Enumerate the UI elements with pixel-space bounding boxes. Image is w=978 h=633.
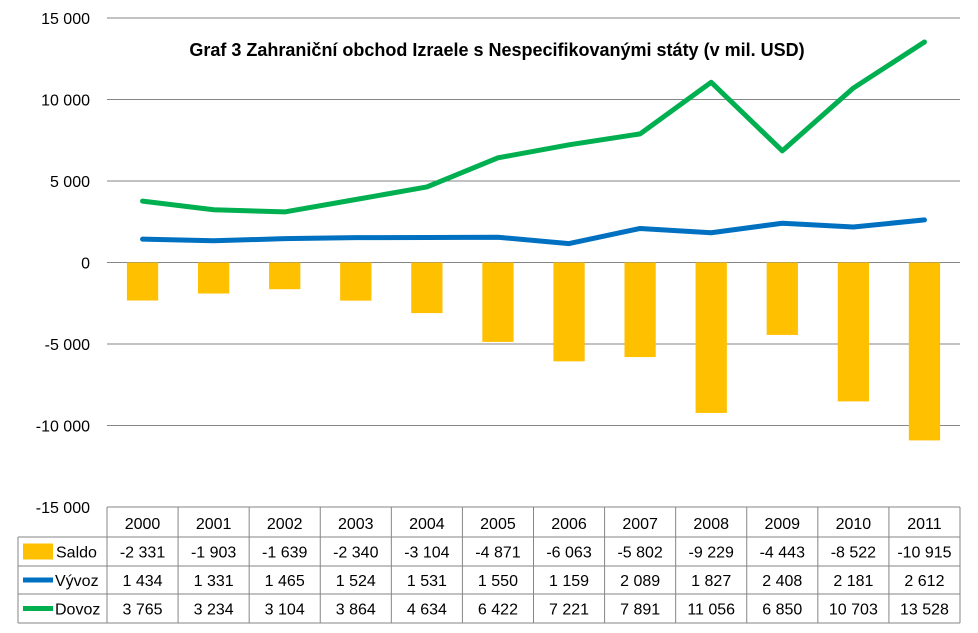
table-cell: 1 465 xyxy=(265,573,305,590)
legend-label: Vývoz xyxy=(55,573,99,590)
table-cell: 7 221 xyxy=(549,602,589,619)
legend-key-saldo xyxy=(23,543,53,560)
category-label: 2005 xyxy=(480,516,516,533)
saldo-bar xyxy=(197,262,230,294)
table-cell: 6 850 xyxy=(762,602,802,619)
table-cell: 6 422 xyxy=(478,602,518,619)
y-tick-label: 15 000 xyxy=(41,11,90,28)
saldo-bar xyxy=(624,262,656,358)
table-cell: 4 634 xyxy=(407,602,447,619)
table-cell: -1 639 xyxy=(262,545,307,562)
category-label: 2002 xyxy=(267,516,303,533)
series-lines xyxy=(140,39,927,247)
chart-title: Graf 3 Zahraniční obchod Izraele s Nespe… xyxy=(189,40,804,60)
saldo-bar xyxy=(126,262,159,301)
table-cell: -8 522 xyxy=(831,545,876,562)
table-cell: -4 871 xyxy=(475,545,520,562)
saldo-bar xyxy=(908,262,941,441)
y-tick-label: -10 000 xyxy=(36,419,90,436)
saldo-bar xyxy=(482,262,514,342)
category-label: 2008 xyxy=(693,516,729,533)
y-tick-label: -15 000 xyxy=(36,500,90,517)
y-tick-label: -5 000 xyxy=(45,337,90,354)
table-cell: 3 234 xyxy=(194,602,234,619)
category-label: 2011 xyxy=(907,516,942,533)
saldo-bar xyxy=(411,262,443,314)
table-cell: 2 181 xyxy=(833,573,873,590)
category-label: 2004 xyxy=(409,516,445,533)
table-cell: 3 864 xyxy=(336,602,376,619)
grid xyxy=(107,17,960,508)
legend-label: Saldo xyxy=(56,545,97,562)
series-line-vyvoz xyxy=(140,217,927,247)
y-tick-label: 10 000 xyxy=(41,93,90,110)
table-cell: 11 056 xyxy=(687,602,735,619)
y-tick-label: 0 xyxy=(81,256,90,273)
saldo-bar xyxy=(766,262,798,335)
category-label: 2006 xyxy=(551,516,587,533)
table-cell: 13 528 xyxy=(900,602,949,619)
table-cell: 3 765 xyxy=(123,602,163,619)
category-label: 2001 xyxy=(196,516,232,533)
table-cell: 10 703 xyxy=(829,602,878,619)
table-cell: -2 331 xyxy=(120,545,165,562)
saldo-bar xyxy=(340,262,372,301)
table-cell: 1 531 xyxy=(407,573,447,590)
saldo-bars xyxy=(126,262,941,441)
category-label: 2000 xyxy=(125,516,161,533)
category-label: 2010 xyxy=(836,516,872,533)
saldo-bar xyxy=(269,262,301,290)
table-cell: -2 340 xyxy=(333,545,378,562)
table-cell: -3 104 xyxy=(404,545,449,562)
table-cell: 1 827 xyxy=(691,573,731,590)
table-cell: -6 063 xyxy=(546,545,591,562)
table-cell: 1 524 xyxy=(336,573,376,590)
table-cell: -4 443 xyxy=(760,545,805,562)
y-axis: 15 000 10 000 5 000 0 -5 000 -10 000 -15 000 xyxy=(36,11,90,517)
table-cell: 1 159 xyxy=(549,573,589,590)
table-cell: 1 331 xyxy=(194,573,234,590)
table-cell: 2 612 xyxy=(904,573,944,590)
category-label: 2007 xyxy=(622,516,658,533)
table-cell: -10 915 xyxy=(897,545,951,562)
saldo-bar xyxy=(837,262,870,402)
data-table: 2000 2001 2002 2003 2004 2005 2006 2007 2008 2009… xyxy=(17,507,961,624)
saldo-bar xyxy=(695,262,727,413)
y-tick-label: 5 000 xyxy=(50,174,90,191)
table-cell: 2 408 xyxy=(762,573,802,590)
table-cell: 1 434 xyxy=(123,573,163,590)
series-line-dovoz xyxy=(140,39,927,215)
category-label: 2009 xyxy=(764,516,800,533)
table-cell: -9 229 xyxy=(689,545,734,562)
table-cell: -5 802 xyxy=(617,545,662,562)
legend-label: Dovoz xyxy=(55,602,100,619)
table-cell: 1 550 xyxy=(478,573,518,590)
table-cell: -1 903 xyxy=(191,545,236,562)
saldo-bar xyxy=(553,262,585,362)
table-cell: 7 891 xyxy=(620,602,660,619)
table-cell: 2 089 xyxy=(620,573,660,590)
category-label: 2003 xyxy=(338,516,374,533)
table-cell: 3 104 xyxy=(265,602,305,619)
